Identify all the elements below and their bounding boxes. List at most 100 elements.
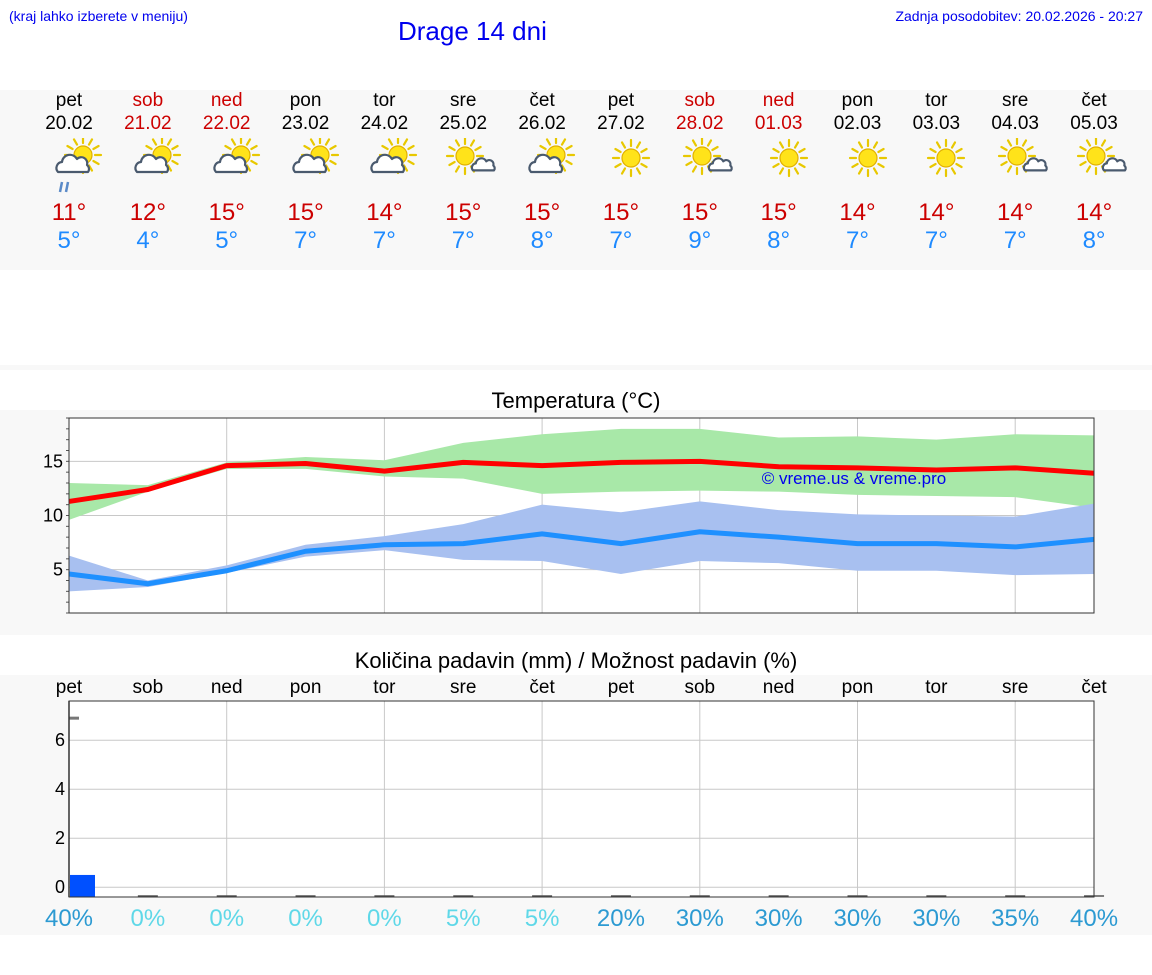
max-temperature: 15° [445, 199, 482, 226]
plot-frame [68, 417, 1095, 614]
day-name: tor [373, 90, 396, 111]
max-temperature: 11° [51, 199, 87, 226]
day-name: pon [841, 90, 874, 111]
x-category-label: sre [450, 677, 476, 698]
precipitation-probability: 0% [367, 905, 402, 932]
x-category-label: pon [842, 677, 874, 698]
day-date: 23.02 [281, 113, 330, 134]
day-name: sre [450, 90, 477, 111]
y-tick-label: 0 [55, 877, 65, 897]
max-temperature: 15° [681, 199, 718, 226]
day-date: 01.03 [754, 113, 803, 134]
min-temperature: 7° [609, 227, 633, 254]
day-name: pon [289, 90, 322, 111]
min-temperature: 5° [57, 227, 81, 254]
day-date: 22.02 [202, 113, 251, 134]
sun-small-cloud-icon [1076, 138, 1127, 176]
precipitation-bar [70, 874, 95, 897]
x-category-label: ned [763, 677, 795, 698]
day-date: 04.03 [991, 113, 1039, 134]
day-date: 24.02 [360, 113, 409, 134]
sun-cloud-rain-icon [55, 138, 103, 193]
temperature-chart: 5 10 15 © vreme.us & vreme.pro [43, 417, 1095, 614]
y-tick-label: 4 [55, 779, 65, 799]
precipitation-probability: 5% [445, 905, 481, 932]
min-range-band [69, 501, 1095, 592]
min-temperature: 8° [1082, 227, 1106, 254]
min-temperature: 7° [372, 227, 396, 254]
sun-cloud-icon [370, 138, 418, 175]
y-tick-label: 10 [43, 506, 63, 526]
max-temperature: 12° [129, 199, 166, 226]
y-tick-label: 15 [43, 451, 63, 471]
x-category-label: sre [1002, 677, 1028, 698]
x-category-label: čet [529, 677, 555, 698]
day-date: 25.02 [439, 113, 488, 134]
precipitation-probability: 0% [209, 905, 245, 932]
precipitation-chart-title: Količina padavin (mm) / Možnost padavin … [354, 648, 798, 673]
last-updated: Zadnja posodobitev: 20.02.2026 - 20:27 [895, 8, 1143, 24]
day-date: 27.02 [597, 113, 645, 134]
day-date: 05.03 [1070, 113, 1118, 134]
max-temperature: 15° [760, 199, 797, 226]
max-temperature: 14° [997, 199, 1034, 226]
precipitation-chart: pet sob ned pon tor sre čet pet sob ned pon tor sre č… [55, 677, 1107, 898]
sun-icon [848, 138, 887, 178]
location-menu-hint[interactable]: (kraj lahko izberete v meniju) [9, 8, 188, 24]
day-name: čet [529, 90, 555, 111]
max-temperature: 15° [208, 199, 245, 226]
day-name: tor [925, 90, 948, 111]
x-category-label: ned [211, 677, 243, 698]
day-name: sob [132, 90, 164, 111]
sun-cloud-icon [134, 138, 181, 175]
min-temperature: 7° [294, 227, 318, 254]
x-category-label: čet [1081, 677, 1107, 698]
precipitation-probability: 0% [288, 905, 323, 932]
min-temperature: 9° [688, 227, 712, 254]
day-name: ned [210, 90, 243, 111]
sun-icon [927, 138, 966, 178]
min-temperature: 7° [924, 227, 948, 254]
separator [0, 365, 1152, 370]
day-name: čet [1081, 90, 1107, 111]
sun-small-cloud-icon [446, 138, 497, 176]
precipitation-probability: 35% [991, 905, 1040, 932]
sun-icon [769, 138, 808, 178]
sun-small-cloud-icon [998, 138, 1048, 176]
y-tick-label: 5 [53, 560, 63, 580]
min-temperature-line [68, 529, 1095, 587]
day-date: 26.02 [518, 113, 566, 134]
max-temperature: 15° [287, 199, 324, 226]
sun-cloud-icon [291, 138, 339, 175]
day-name: sre [1001, 90, 1029, 111]
sun-icon [611, 138, 651, 178]
x-category-label: pon [290, 677, 322, 698]
day-name: ned [762, 90, 795, 111]
x-category-label: sob [684, 677, 715, 698]
day-date: 03.03 [912, 113, 961, 134]
day-date: 20.02 [45, 113, 93, 134]
watermark: © vreme.us & vreme.pro [762, 469, 946, 488]
precipitation-probability: 40% [44, 905, 94, 932]
precipitation-probability: 20% [596, 905, 645, 932]
min-temperature: 4° [136, 227, 160, 254]
max-temperature: 15° [523, 199, 561, 226]
max-temperature-line [68, 458, 1095, 504]
min-temperature: 7° [1003, 227, 1027, 254]
min-temperature: 7° [451, 227, 475, 254]
sun-small-cloud-icon [682, 138, 733, 176]
x-category-label: pet [56, 677, 83, 698]
precipitation-probability: 5% [524, 905, 560, 932]
plot-area [69, 701, 1094, 897]
max-temperature: 14° [839, 199, 876, 226]
precipitation-probability: 40% [1070, 905, 1119, 932]
precipitation-probability: 30% [912, 905, 961, 932]
day-name: sob [684, 90, 716, 111]
min-temperature: 5° [215, 227, 239, 254]
y-tick-label: 2 [55, 828, 65, 848]
precipitation-probability: 30% [675, 905, 724, 932]
precipitation-probability: 0% [130, 905, 166, 932]
x-category-label: tor [925, 677, 948, 698]
precipitation-probability: 30% [833, 905, 882, 932]
sun-cloud-icon [528, 138, 576, 175]
